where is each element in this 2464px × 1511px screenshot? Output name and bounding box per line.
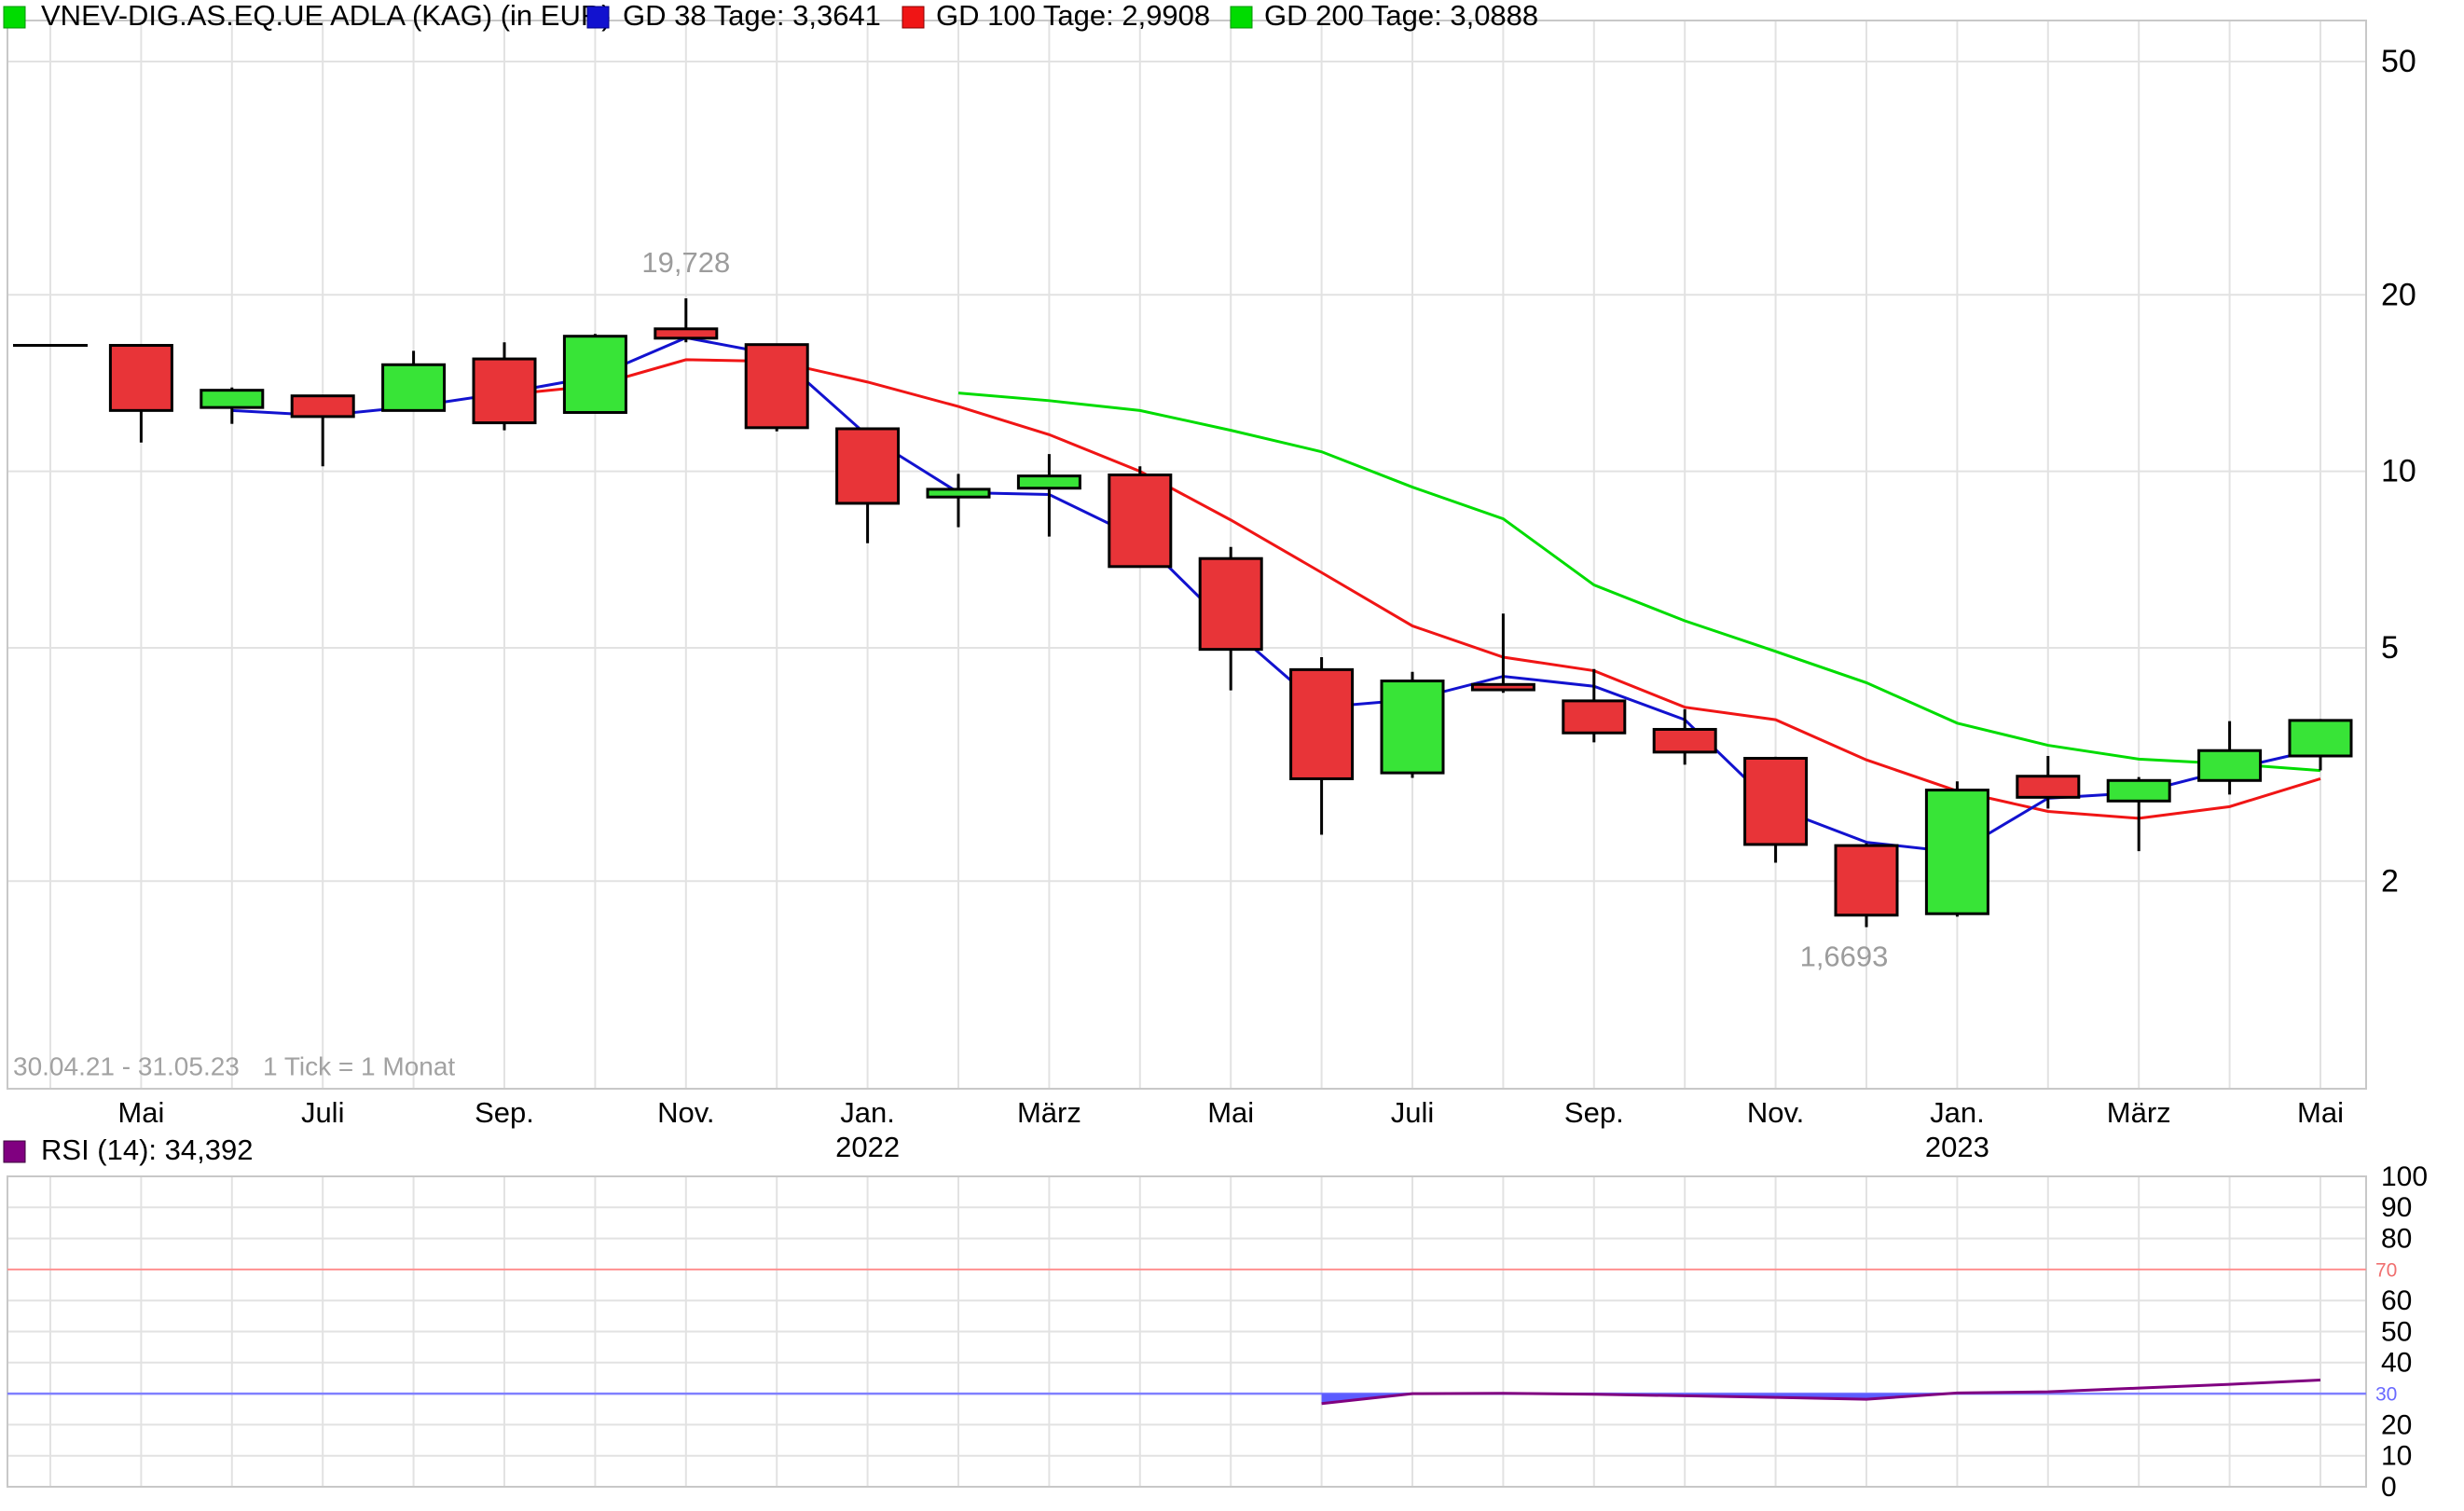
candle-down [2016, 775, 2081, 799]
x-axis-label: Jan. [840, 1096, 895, 1129]
rsi-axis-label: 100 [2381, 1161, 2428, 1192]
rsi-legend-label: RSI (14): 34,392 [41, 1133, 253, 1166]
candle-up [2106, 778, 2171, 803]
price-axis-label: 2 [2381, 863, 2399, 899]
candle-doji [13, 344, 88, 348]
candle-down [1562, 699, 1627, 735]
candle-up [562, 335, 627, 415]
x-axis-label: Mai [2297, 1096, 2344, 1129]
candle-down [835, 427, 901, 505]
gd200-marker-icon [1230, 6, 1253, 29]
x-axis-label: Sep. [1564, 1096, 1624, 1129]
candle-down [1289, 667, 1355, 780]
chart-title: VNEV-DIG.AS.EQ.UE ADLA (KAG) (in EUR) [41, 0, 612, 32]
x-axis-label: März [1017, 1096, 1081, 1129]
rsi-axis-label: 40 [2381, 1348, 2412, 1379]
x-axis-label: Mai [117, 1096, 164, 1129]
x-axis-label: Nov. [657, 1096, 714, 1129]
date-range-label: 30.04.21 - 31.05.23 [13, 1051, 240, 1080]
candle-down [1108, 474, 1173, 569]
x-axis-year-label: 2022 [835, 1131, 900, 1163]
price-axis-label: 20 [2381, 277, 2416, 312]
gd100-legend-label: GD 100 Tage: 2,9908 [936, 0, 1210, 32]
candle-up [2288, 719, 2353, 758]
candle-down [744, 343, 809, 430]
rsi-axis-label: 80 [2381, 1224, 2412, 1255]
gd38-marker-icon [586, 6, 610, 29]
candle-down [290, 394, 355, 419]
tick-interval-label: 1 Tick = 1 Monat [263, 1051, 455, 1080]
candle-up [2197, 749, 2263, 782]
candle-up [1016, 474, 1081, 490]
rsi-axis-label: 20 [2381, 1409, 2412, 1440]
gridlines [7, 21, 2366, 1488]
rsi-plot-border [7, 1175, 2367, 1488]
rsi-axis-label: 0 [2381, 1472, 2397, 1503]
rsi-oversold-label: 30 [2375, 1384, 2397, 1406]
instrument-marker-icon [3, 6, 26, 29]
x-axis-label: Jan. [1930, 1096, 1985, 1129]
gd38-legend-label: GD 38 Tage: 3,3641 [623, 0, 881, 32]
candle-up [381, 363, 447, 412]
main-plot-border [7, 20, 2367, 1090]
legend: VNEV-DIG.AS.EQ.UE ADLA (KAG) (in EUR) GD… [3, 0, 1538, 32]
candle-down [108, 344, 173, 412]
price-axis-label: 50 [2381, 44, 2416, 79]
candle-up [926, 488, 991, 499]
x-axis-label: Nov. [1747, 1096, 1804, 1129]
candle-down [1652, 727, 1717, 754]
candle-down [654, 327, 719, 340]
x-axis-label: Juli [301, 1096, 345, 1129]
rsi-fill-area [1321, 1394, 2320, 1404]
x-axis-label: Juli [1391, 1096, 1435, 1129]
candles [13, 298, 2353, 927]
candle-up [200, 389, 265, 409]
rsi-axis-label: 90 [2381, 1192, 2412, 1223]
candle-up [1380, 680, 1445, 775]
price-axis-label: 5 [2381, 630, 2399, 666]
rsi-axis-label: 50 [2381, 1316, 2412, 1347]
gd100-marker-icon [902, 6, 925, 29]
gd38-line [231, 336, 2321, 854]
candle-down [472, 357, 537, 425]
candle-up [1924, 789, 1989, 915]
candle-down [1198, 556, 1263, 652]
x-axis-label: Mai [1207, 1096, 1254, 1129]
rsi-axis-label: 60 [2381, 1285, 2412, 1316]
rsi-legend: RSI (14): 34,392 [3, 1133, 253, 1166]
candle-down [1470, 682, 1535, 692]
price-axis-label: 10 [2381, 454, 2416, 489]
gd200-legend-label: GD 200 Tage: 3,0888 [1264, 0, 1538, 32]
low-annotation: 1,6693 [1800, 941, 1889, 973]
x-axis-year-label: 2023 [1925, 1131, 1989, 1163]
high-annotation: 19,728 [641, 246, 730, 279]
candle-down [1834, 844, 1899, 917]
rsi-marker-icon [3, 1140, 26, 1163]
x-axis-label: März [2107, 1096, 2171, 1129]
x-axis-label: Sep. [475, 1096, 534, 1129]
rsi-overbought-label: 70 [2375, 1259, 2397, 1281]
gd200-line [957, 391, 2321, 773]
candle-down [1743, 757, 1809, 846]
rsi-line [1321, 1378, 2321, 1406]
rsi-axis-label: 10 [2381, 1441, 2412, 1472]
